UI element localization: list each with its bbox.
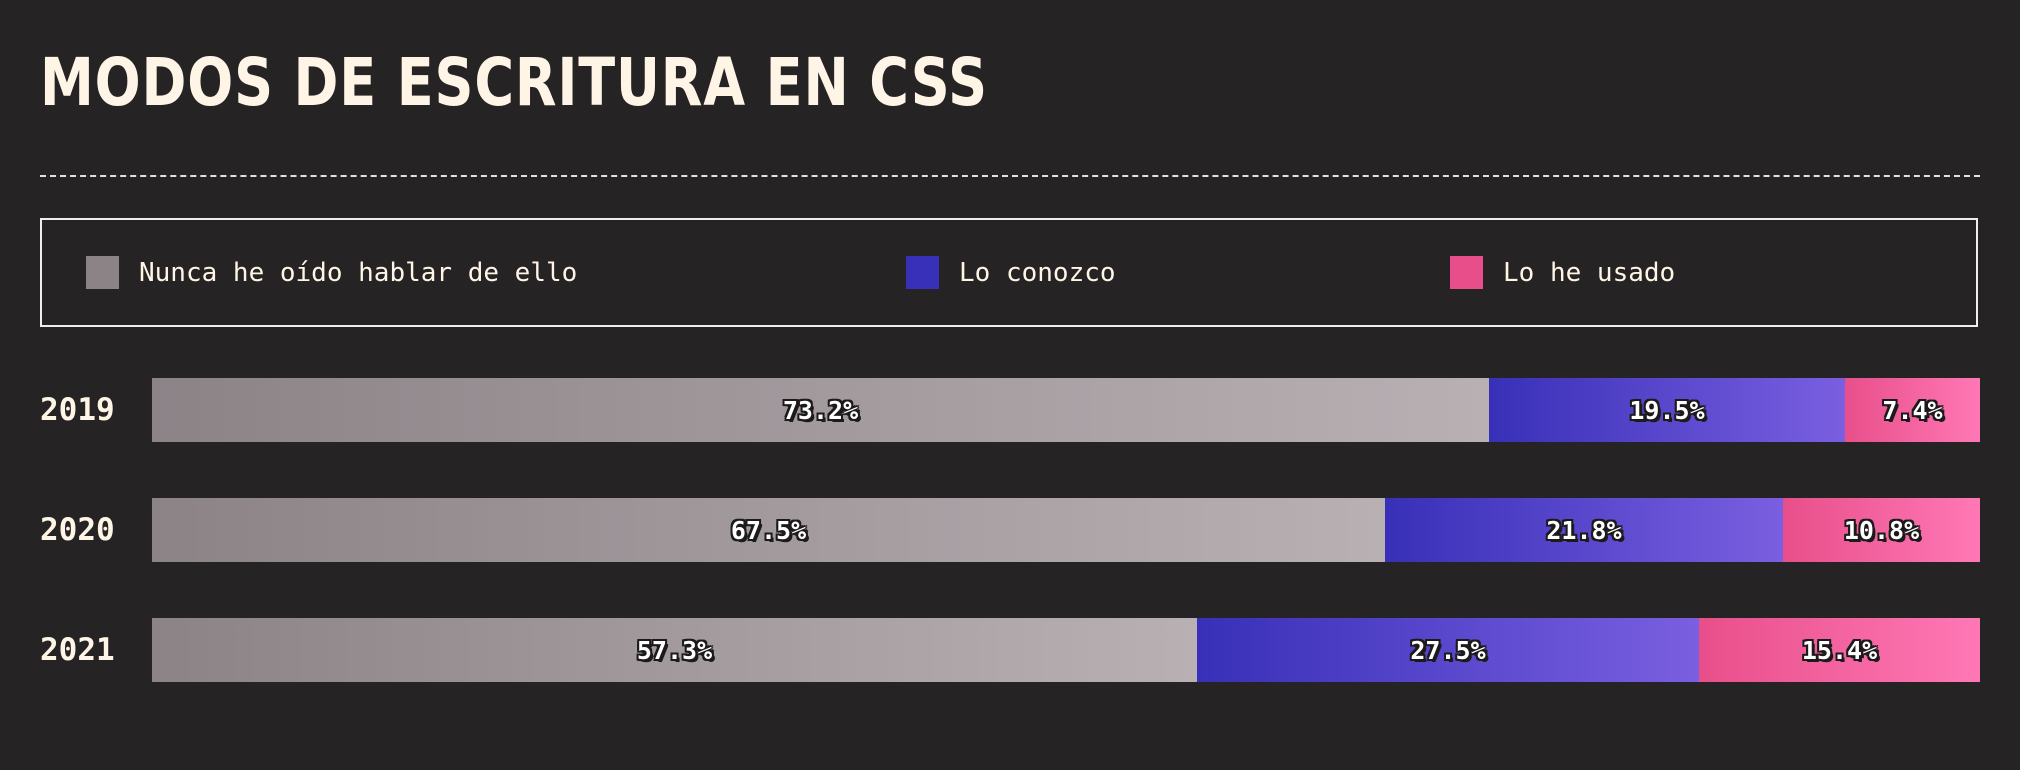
data-label-never-heard-2021: 57.3% (636, 635, 713, 665)
data-label-know-about-2020: 21.8% (1546, 515, 1622, 545)
chart-title: MODOS DE ESCRITURA EN CSS (40, 44, 988, 121)
bar-segment-never-heard-2020[interactable]: 67.5% (152, 498, 1385, 562)
legend-swatch-used (1450, 256, 1483, 289)
bar-segment-know-about-2021[interactable]: 27.5% (1197, 618, 1699, 682)
bar-segment-know-about-2020[interactable]: 21.8% (1385, 498, 1783, 562)
bar-segment-used-2020[interactable]: 10.8% (1783, 498, 1980, 562)
bar-row-2021: 2021 57.3% 27.5% 15.4% (0, 618, 2020, 682)
legend-swatch-never-heard (86, 256, 119, 289)
legend-label-never-heard: Nunca he oído hablar de ello (139, 257, 578, 288)
data-label-used-2021: 15.4% (1801, 635, 1878, 665)
bar-segment-never-heard-2021[interactable]: 57.3% (152, 618, 1197, 682)
legend: Nunca he oído hablar de ello Lo conozco … (40, 218, 1978, 327)
bar-segment-never-heard-2019[interactable]: 73.2% (152, 378, 1489, 442)
bar-segment-know-about-2019[interactable]: 19.5% (1489, 378, 1845, 442)
data-label-used-2019: 7.4% (1882, 395, 1943, 425)
stacked-bar-2020: 67.5% 21.8% 10.8% (152, 498, 1980, 562)
bar-segment-used-2019[interactable]: 7.4% (1845, 378, 1980, 442)
legend-label-used: Lo he usado (1503, 257, 1676, 288)
year-label-2020: 2020 (40, 512, 115, 548)
dashed-divider (40, 175, 1980, 177)
data-label-never-heard-2019: 73.2% (782, 395, 859, 425)
legend-item-know-about: Lo conozco (906, 220, 1116, 325)
bar-segment-used-2021[interactable]: 15.4% (1699, 618, 1980, 682)
stacked-bar-2021: 57.3% 27.5% 15.4% (152, 618, 1980, 682)
legend-swatch-know-about (906, 256, 939, 289)
data-label-know-about-2021: 27.5% (1410, 635, 1486, 665)
legend-item-used: Lo he usado (1450, 220, 1675, 325)
legend-label-know-about: Lo conozco (959, 257, 1116, 288)
data-label-used-2020: 10.8% (1843, 515, 1920, 545)
data-label-know-about-2019: 19.5% (1629, 395, 1705, 425)
bar-row-2020: 2020 67.5% 21.8% 10.8% (0, 498, 2020, 562)
year-label-2021: 2021 (40, 632, 115, 668)
stacked-bar-2019: 73.2% 19.5% 7.4% (152, 378, 1980, 442)
data-label-never-heard-2020: 67.5% (730, 515, 807, 545)
legend-item-never-heard: Nunca he oído hablar de ello (86, 220, 577, 325)
bar-row-2019: 2019 73.2% 19.5% 7.4% (0, 378, 2020, 442)
year-label-2019: 2019 (40, 392, 115, 428)
